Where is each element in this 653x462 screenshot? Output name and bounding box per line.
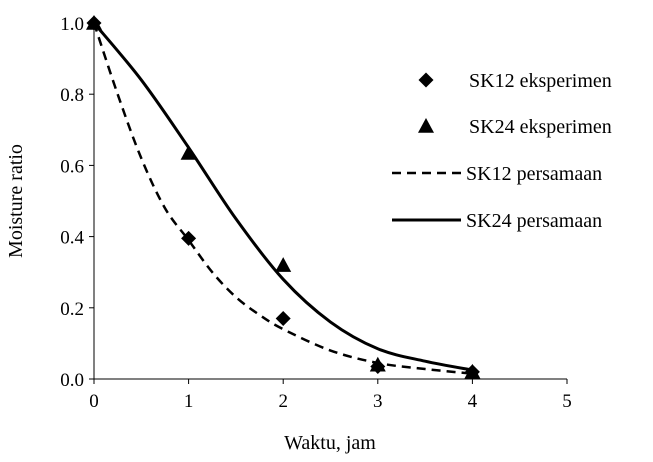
- legend-label-sk24-persamaan: SK24 persamaan: [466, 210, 602, 232]
- data-point-sk12-eksperimen: [275, 310, 291, 326]
- legend-label-sk12-persamaan: SK12 persamaan: [466, 163, 602, 185]
- y-tick-label: 0.4: [60, 228, 84, 249]
- y-tick-labels: 0.0 0.2 0.4 0.6 0.8 1.0: [60, 14, 84, 391]
- x-tick-label: 2: [278, 391, 288, 412]
- data-point-sk12-eksperimen: [181, 230, 197, 246]
- legend: SK12 eksperimen SK24 eksperimen SK12 persa…: [392, 70, 612, 232]
- series-line-sk24-persamaan: [92, 22, 473, 372]
- data-point-sk24-eksperimen: [369, 356, 386, 372]
- x-tick-label: 5: [562, 391, 572, 412]
- legend-label-sk24-eksperimen: SK24 eksperimen: [469, 116, 612, 138]
- x-tick-label: 1: [184, 391, 194, 412]
- data-point-sk24-eksperimen: [86, 15, 102, 30]
- x-tick-label: 4: [468, 391, 478, 412]
- data-point-sk24-eksperimen: [275, 257, 292, 272]
- series-markers: [86, 15, 481, 380]
- x-tick-labels: 0 1 2 3 4 5: [89, 391, 572, 412]
- y-axis-title: Moisture ratio: [5, 144, 27, 258]
- y-tick-label: 1.0: [60, 14, 84, 35]
- x-tick-label: 0: [89, 391, 99, 412]
- legend-label-sk12-eksperimen: SK12 eksperimen: [469, 70, 612, 92]
- y-tick-label: 0.2: [60, 299, 84, 320]
- axes: [89, 22, 568, 384]
- legend-swatch-sk24-eksperimen: [418, 118, 434, 133]
- legend-swatch-sk12-eksperimen: [418, 72, 434, 88]
- data-point-sk24-eksperimen: [180, 144, 197, 160]
- y-tick-label: 0.8: [60, 85, 84, 106]
- x-tick-label: 3: [373, 391, 383, 412]
- data-point-sk24-eksperimen: [464, 363, 481, 379]
- y-tick-label: 0.6: [60, 156, 84, 177]
- y-tick-label: 0.0: [60, 370, 84, 391]
- x-axis-title: Waktu, jam: [284, 432, 376, 454]
